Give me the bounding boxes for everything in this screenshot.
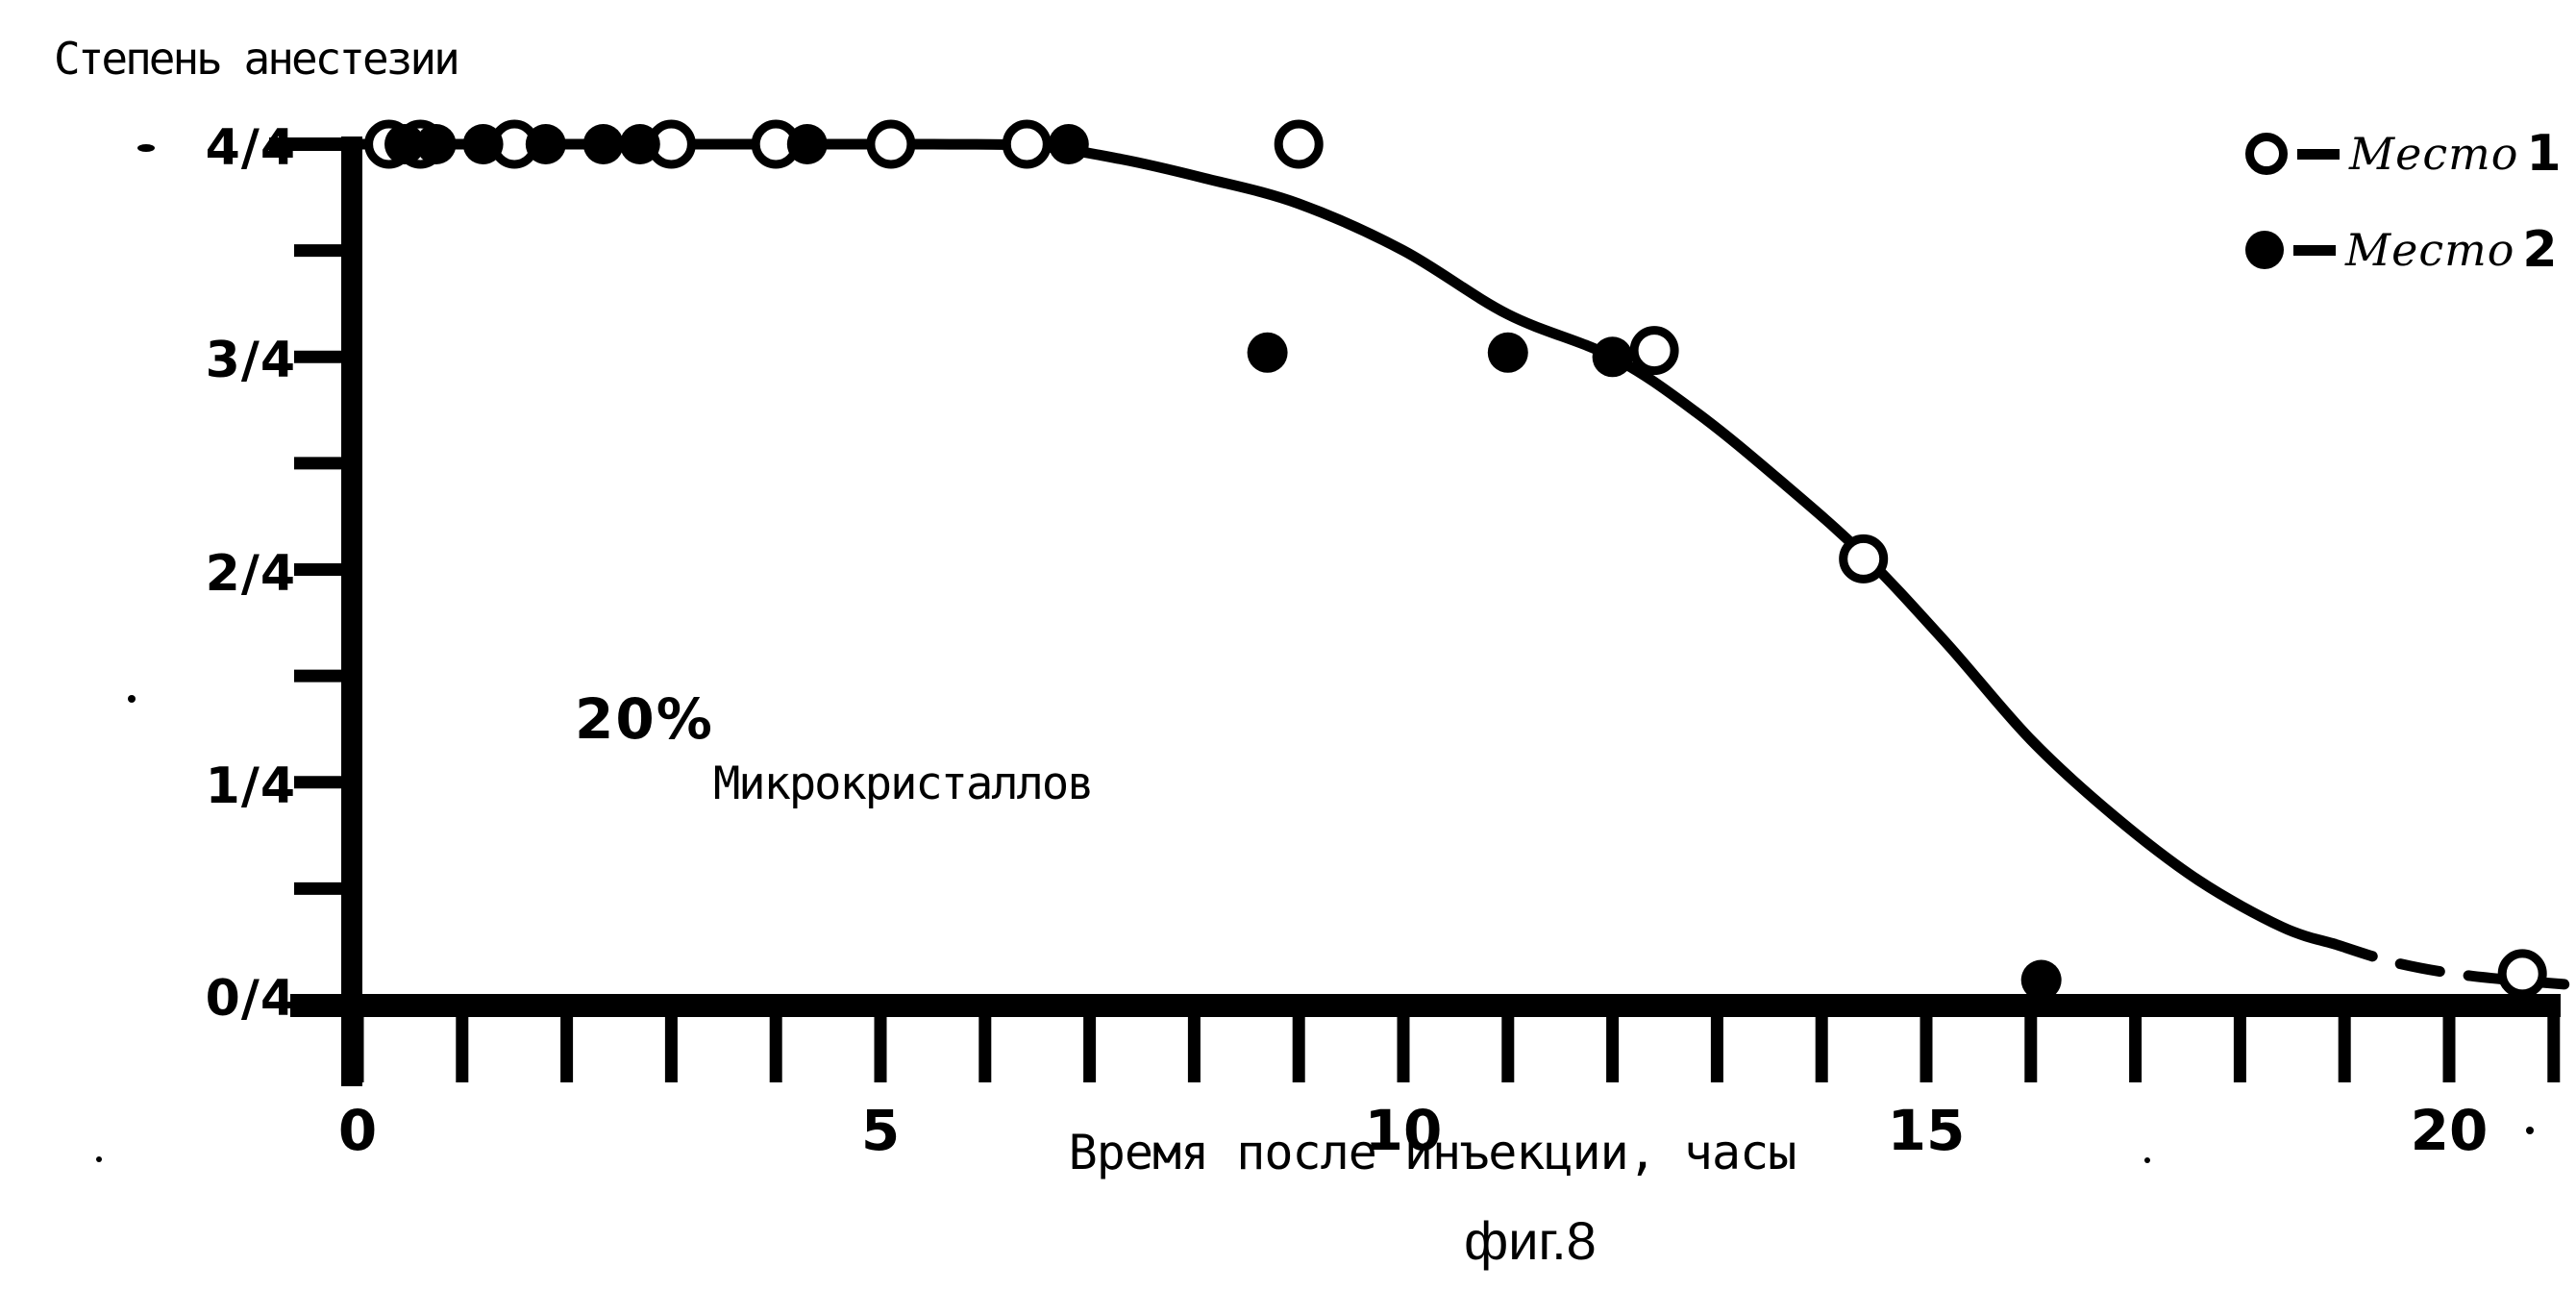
point-mesto-2 bbox=[384, 124, 425, 164]
legend-number: 1 bbox=[2526, 125, 2562, 183]
point-mesto-1 bbox=[1629, 326, 1679, 376]
y-tick-label-2-4: 2/4 bbox=[205, 544, 296, 603]
y-tick-label-4-4: 4/4 bbox=[205, 119, 296, 177]
annotation-percent: 20% bbox=[575, 686, 714, 752]
legend-label: Место bbox=[2349, 128, 2519, 180]
y-tick-label-1-4: 1/4 bbox=[205, 757, 296, 815]
point-mesto-2 bbox=[786, 124, 828, 164]
scan-specks bbox=[96, 144, 2534, 1163]
legend-dash-icon bbox=[2297, 148, 2340, 160]
data-points bbox=[364, 119, 2547, 1001]
annotation-text: Микрокристаллов bbox=[713, 757, 1094, 810]
legend-dash-icon bbox=[2293, 244, 2336, 256]
legend-label: Место bbox=[2345, 224, 2515, 276]
x-tick-label-10: 10 bbox=[1364, 1098, 1443, 1163]
curve-dashed-tail bbox=[2328, 938, 2570, 990]
point-mesto-2 bbox=[582, 124, 624, 164]
point-mesto-1 bbox=[1002, 119, 1052, 169]
point-mesto-1 bbox=[866, 119, 916, 169]
point-mesto-2 bbox=[1247, 332, 1288, 373]
legend-number: 2 bbox=[2522, 221, 2558, 279]
point-mesto-2 bbox=[2020, 959, 2062, 1001]
point-mesto-2 bbox=[462, 124, 504, 164]
point-mesto-2 bbox=[1048, 124, 1089, 164]
legend-item-mesto-1: Место 1 bbox=[2245, 125, 2562, 183]
point-mesto-1 bbox=[1274, 119, 1324, 169]
figure-caption: фиг.8 bbox=[1464, 1210, 1597, 1271]
point-mesto-1 bbox=[1839, 534, 1889, 583]
point-mesto-2 bbox=[1592, 336, 1633, 378]
y-tick-label-0-4: 0/4 bbox=[205, 970, 296, 1028]
y-tick-label-3-4: 3/4 bbox=[205, 332, 296, 390]
axes bbox=[269, 137, 2561, 1086]
open-circle-icon bbox=[2245, 133, 2288, 175]
x-tick-label-0: 0 bbox=[337, 1098, 378, 1163]
filled-circle-icon bbox=[2245, 231, 2284, 269]
x-axis-title: Время после инъекции, часы bbox=[1068, 1125, 1797, 1180]
point-mesto-2 bbox=[415, 124, 457, 164]
point-mesto-2 bbox=[525, 124, 566, 164]
x-tick-label-5: 5 bbox=[860, 1098, 901, 1163]
curve-solid bbox=[352, 138, 2340, 950]
fit-curve bbox=[352, 138, 2570, 990]
y-axis-title: Степень анестезии bbox=[54, 33, 460, 85]
x-tick-label-15: 15 bbox=[1887, 1098, 1966, 1163]
point-mesto-2 bbox=[619, 124, 660, 164]
point-mesto-2 bbox=[1487, 332, 1528, 373]
legend-item-mesto-2: Место 2 bbox=[2245, 221, 2562, 279]
point-mesto-1 bbox=[2497, 949, 2547, 999]
x-tick-label-20: 20 bbox=[2410, 1098, 2489, 1163]
legend: Место 1 Место 2 bbox=[2245, 125, 2562, 279]
